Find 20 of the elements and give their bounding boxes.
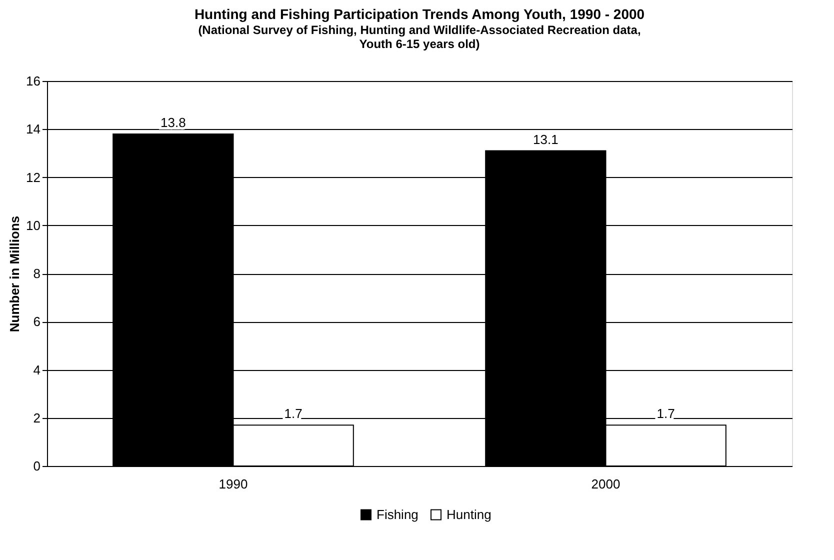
x-tick-label: 1990 [218,476,248,492]
x-tick-label: 2000 [591,476,620,492]
data-label: 1.7 [656,406,675,422]
y-tick-label: 16 [26,74,40,88]
y-tick-label: 8 [33,266,40,281]
y-tick-label: 4 [33,362,40,378]
y-tick-label: 6 [33,314,40,330]
data-label: 1.7 [284,406,302,422]
y-tick-label: 14 [26,122,40,137]
data-label: 13.8 [160,114,186,130]
chart-subtitle: (National Survey of Fishing, Hunting and Wildlife-Associated Recreation data, Youth 6-15 years old) [198,23,641,51]
legend-label: Fishing [376,506,418,522]
y-tick-label: 0 [33,458,40,474]
data-label: 13.1 [533,132,558,147]
y-axis-title: Number in Millions [7,216,22,332]
chart-title: Hunting and Fishing Participation Trends Among Youth, 1990 - 2000 [194,6,645,22]
y-tick-label: 2 [33,410,40,426]
y-tick-label: 12 [26,170,40,185]
y-tick-label: 10 [26,218,40,233]
legend-label: Hunting [446,506,492,522]
